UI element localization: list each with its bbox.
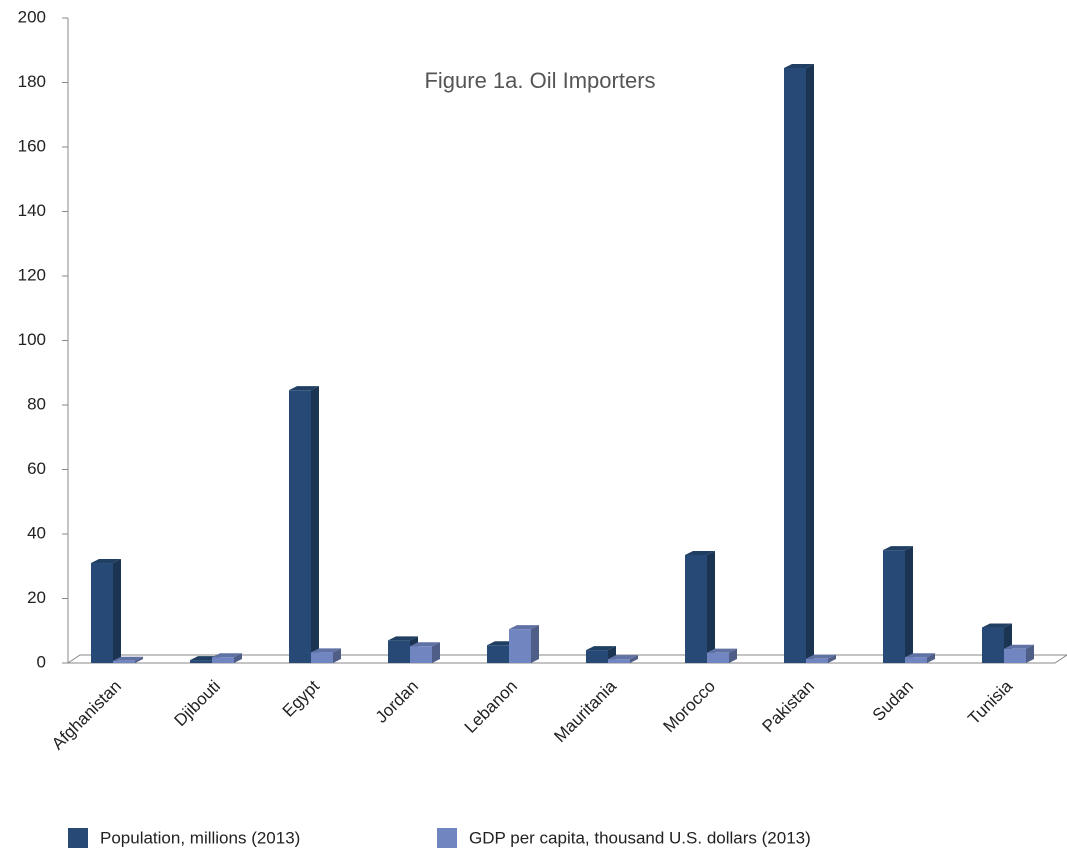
bar-top — [113, 656, 143, 661]
bar-side — [707, 550, 715, 663]
bar — [311, 648, 341, 663]
bar-front — [883, 550, 905, 663]
chart-title: Figure 1a. Oil Importers — [424, 68, 655, 93]
y-tick-label: 160 — [18, 136, 46, 155]
bar-front — [982, 627, 1004, 663]
bar-front — [212, 657, 234, 663]
bar-front — [685, 554, 707, 663]
bar-top — [685, 550, 715, 555]
bar-front — [509, 629, 531, 663]
x-tick-label: Sudan — [869, 677, 917, 725]
bar — [608, 655, 638, 663]
bar-top — [982, 623, 1012, 628]
legend-swatch — [437, 828, 457, 848]
bar-side — [927, 653, 935, 663]
bar-front — [1004, 648, 1026, 663]
y-tick-label: 20 — [27, 588, 46, 607]
legend-label: Population, millions (2013) — [100, 828, 300, 847]
x-tick-label: Morocco — [659, 677, 719, 737]
bar — [883, 546, 913, 663]
bar-top — [289, 386, 319, 391]
bar-front — [806, 658, 828, 663]
y-tick-label: 200 — [18, 7, 46, 26]
bar-top — [586, 646, 616, 651]
x-tick-label: Mauritania — [550, 676, 620, 746]
y-tick-label: 0 — [37, 652, 46, 671]
bar-top — [707, 648, 737, 653]
x-tick-label: Afghanistan — [48, 677, 125, 754]
bar-front — [586, 650, 608, 663]
bar-top — [212, 653, 242, 658]
bar-front — [487, 645, 509, 663]
y-tick-label: 100 — [18, 330, 46, 349]
y-tick-label: 60 — [27, 459, 46, 478]
bar-top — [883, 546, 913, 551]
bar-top — [608, 655, 638, 660]
bar-top — [509, 625, 539, 630]
bar-top — [91, 559, 121, 564]
y-tick-label: 120 — [18, 265, 46, 284]
bar-top — [1004, 644, 1034, 649]
bar-front — [388, 640, 410, 663]
bar — [91, 559, 121, 663]
y-tick-label: 80 — [27, 394, 46, 413]
bar-front — [707, 652, 729, 663]
bar-side — [333, 648, 341, 663]
y-tick-label: 40 — [27, 523, 46, 542]
bar — [1004, 644, 1034, 663]
bar-front — [410, 646, 432, 663]
bar — [410, 642, 440, 663]
bar-side — [113, 559, 121, 663]
bar-side — [1026, 644, 1034, 663]
x-tick-label: Djibouti — [170, 677, 224, 731]
y-tick-label: 140 — [18, 201, 46, 220]
bar-side — [729, 648, 737, 663]
bar-side — [828, 654, 836, 663]
bar — [113, 656, 143, 663]
bar-top — [311, 648, 341, 653]
bar — [905, 653, 935, 663]
bar-top — [410, 642, 440, 647]
legend-label: GDP per capita, thousand U.S. dollars (2… — [469, 828, 811, 847]
x-tick-label: Lebanon — [461, 677, 521, 737]
bar-front — [289, 390, 311, 663]
bar-side — [630, 655, 638, 663]
bar-side — [531, 625, 539, 663]
bar — [707, 648, 737, 663]
bar-side — [234, 653, 242, 663]
bar-side — [806, 63, 814, 664]
bar-top — [784, 63, 814, 68]
bar — [212, 653, 242, 663]
bar-front — [608, 659, 630, 663]
x-tick-label: Egypt — [279, 676, 323, 720]
bar-front — [190, 660, 212, 663]
bar-side — [311, 386, 319, 663]
bar — [509, 625, 539, 663]
x-tick-label: Tunisia — [964, 676, 1016, 728]
bar-front — [91, 563, 113, 663]
bar — [806, 654, 836, 663]
bar — [784, 63, 814, 664]
bar-top — [806, 654, 836, 659]
bar-top — [905, 653, 935, 658]
bar-front — [784, 67, 806, 664]
bar-side — [905, 546, 913, 663]
x-tick-label: Jordan — [372, 677, 422, 727]
bar-side — [432, 642, 440, 663]
bar-side — [135, 656, 143, 663]
bar-front — [311, 652, 333, 663]
bar-front — [905, 657, 927, 663]
bar-front — [113, 660, 135, 663]
x-tick-label: Pakistan — [758, 677, 818, 737]
bar-top — [388, 636, 418, 641]
bar — [289, 386, 319, 663]
legend-swatch — [68, 828, 88, 848]
bar — [685, 550, 715, 663]
y-tick-label: 180 — [18, 72, 46, 91]
